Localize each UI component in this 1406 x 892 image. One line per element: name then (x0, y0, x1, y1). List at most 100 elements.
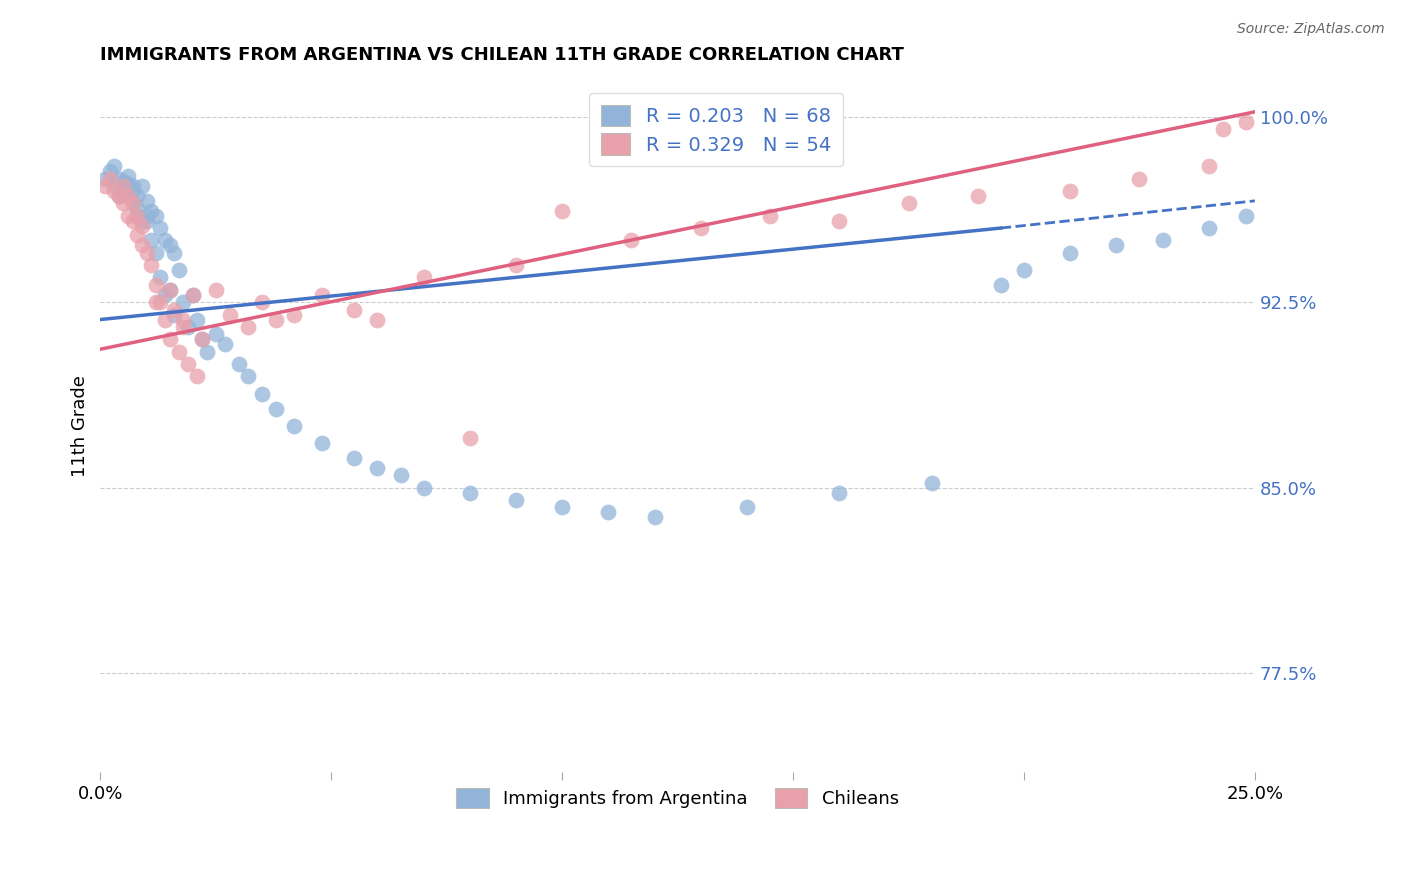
Point (145, 209, 167, 223)
Point (505, 493, 527, 508)
Point (135, 245, 157, 260)
Point (112, 179, 135, 194)
Point (236, 369, 259, 384)
Legend: Immigrants from Argentina, Chileans: Immigrants from Argentina, Chileans (449, 780, 905, 815)
Point (167, 263, 190, 277)
Point (204, 327, 226, 342)
Point (389, 468, 412, 483)
Point (98, 171, 121, 186)
Point (131, 238, 153, 252)
Point (94, 179, 117, 194)
Point (264, 312, 287, 326)
Point (311, 436, 333, 450)
Point (103, 159, 125, 173)
Point (108, 189, 131, 203)
Point (131, 219, 153, 233)
Text: IMMIGRANTS FROM ARGENTINA VS CHILEAN 11TH GRADE CORRELATION CHART: IMMIGRANTS FROM ARGENTINA VS CHILEAN 11T… (100, 46, 904, 64)
Point (1059, 184, 1081, 198)
Point (181, 288, 204, 302)
Point (1198, 221, 1220, 235)
Point (141, 258, 163, 272)
Point (103, 184, 125, 198)
Point (1212, 122, 1234, 136)
Point (828, 213, 851, 227)
Point (117, 209, 139, 223)
Point (343, 450, 366, 465)
Point (153, 288, 176, 302)
Point (644, 510, 666, 524)
Point (112, 174, 135, 188)
Point (145, 277, 167, 292)
Point (1198, 159, 1220, 173)
Point (250, 386, 273, 401)
Point (159, 238, 181, 252)
Point (828, 485, 851, 500)
Point (172, 312, 194, 326)
Point (214, 337, 236, 351)
Point (759, 209, 782, 223)
Point (458, 431, 481, 445)
Point (121, 213, 143, 227)
Point (204, 283, 226, 297)
Point (127, 209, 149, 223)
Text: Source: ZipAtlas.com: Source: ZipAtlas.com (1237, 22, 1385, 37)
Point (103, 179, 125, 194)
Point (551, 203, 574, 218)
Point (117, 189, 139, 203)
Point (181, 288, 204, 302)
Point (127, 189, 149, 203)
Point (98, 164, 121, 178)
Point (159, 283, 181, 297)
Point (177, 357, 200, 371)
Point (117, 189, 139, 203)
Point (121, 184, 143, 198)
Point (127, 201, 149, 215)
Point (153, 234, 176, 248)
Point (172, 320, 194, 334)
Point (172, 295, 194, 310)
Point (141, 234, 163, 248)
Point (163, 245, 186, 260)
Point (167, 344, 190, 359)
Point (121, 179, 143, 194)
Point (966, 189, 988, 203)
Point (689, 221, 711, 235)
Point (264, 401, 287, 416)
Point (121, 196, 143, 211)
Point (149, 295, 172, 310)
Point (149, 270, 172, 285)
Point (127, 228, 149, 243)
Point (117, 177, 139, 191)
Point (366, 461, 388, 475)
Point (366, 312, 388, 326)
Point (112, 184, 135, 198)
Point (145, 295, 167, 310)
Point (149, 221, 172, 235)
Point (159, 283, 181, 297)
Point (195, 344, 218, 359)
Point (1012, 263, 1035, 277)
Point (343, 302, 366, 317)
Point (153, 312, 176, 326)
Y-axis label: 11th Grade: 11th Grade (72, 375, 89, 477)
Point (163, 302, 186, 317)
Point (458, 485, 481, 500)
Point (598, 505, 620, 519)
Point (218, 308, 240, 322)
Point (135, 194, 157, 208)
Point (311, 288, 333, 302)
Point (135, 213, 157, 227)
Point (250, 295, 273, 310)
Point (163, 308, 186, 322)
Point (191, 332, 214, 346)
Point (94, 171, 117, 186)
Point (131, 179, 153, 194)
Point (1234, 114, 1257, 128)
Point (141, 203, 163, 218)
Point (735, 500, 758, 515)
Point (283, 308, 305, 322)
Point (1234, 209, 1257, 223)
Point (990, 277, 1012, 292)
Point (108, 171, 131, 186)
Point (1059, 245, 1081, 260)
